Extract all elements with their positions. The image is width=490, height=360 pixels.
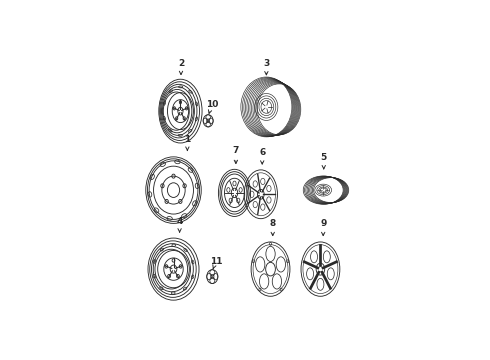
Text: 8: 8 — [270, 219, 276, 235]
Text: 11: 11 — [210, 257, 222, 269]
Text: 5: 5 — [320, 153, 327, 169]
Text: 7: 7 — [233, 146, 239, 163]
Text: 9: 9 — [320, 219, 326, 235]
Text: 3: 3 — [263, 59, 270, 75]
Text: 4: 4 — [176, 217, 183, 232]
Text: 1: 1 — [184, 135, 191, 150]
Text: 6: 6 — [259, 148, 266, 164]
Text: 2: 2 — [178, 59, 184, 75]
Text: 10: 10 — [206, 100, 218, 113]
